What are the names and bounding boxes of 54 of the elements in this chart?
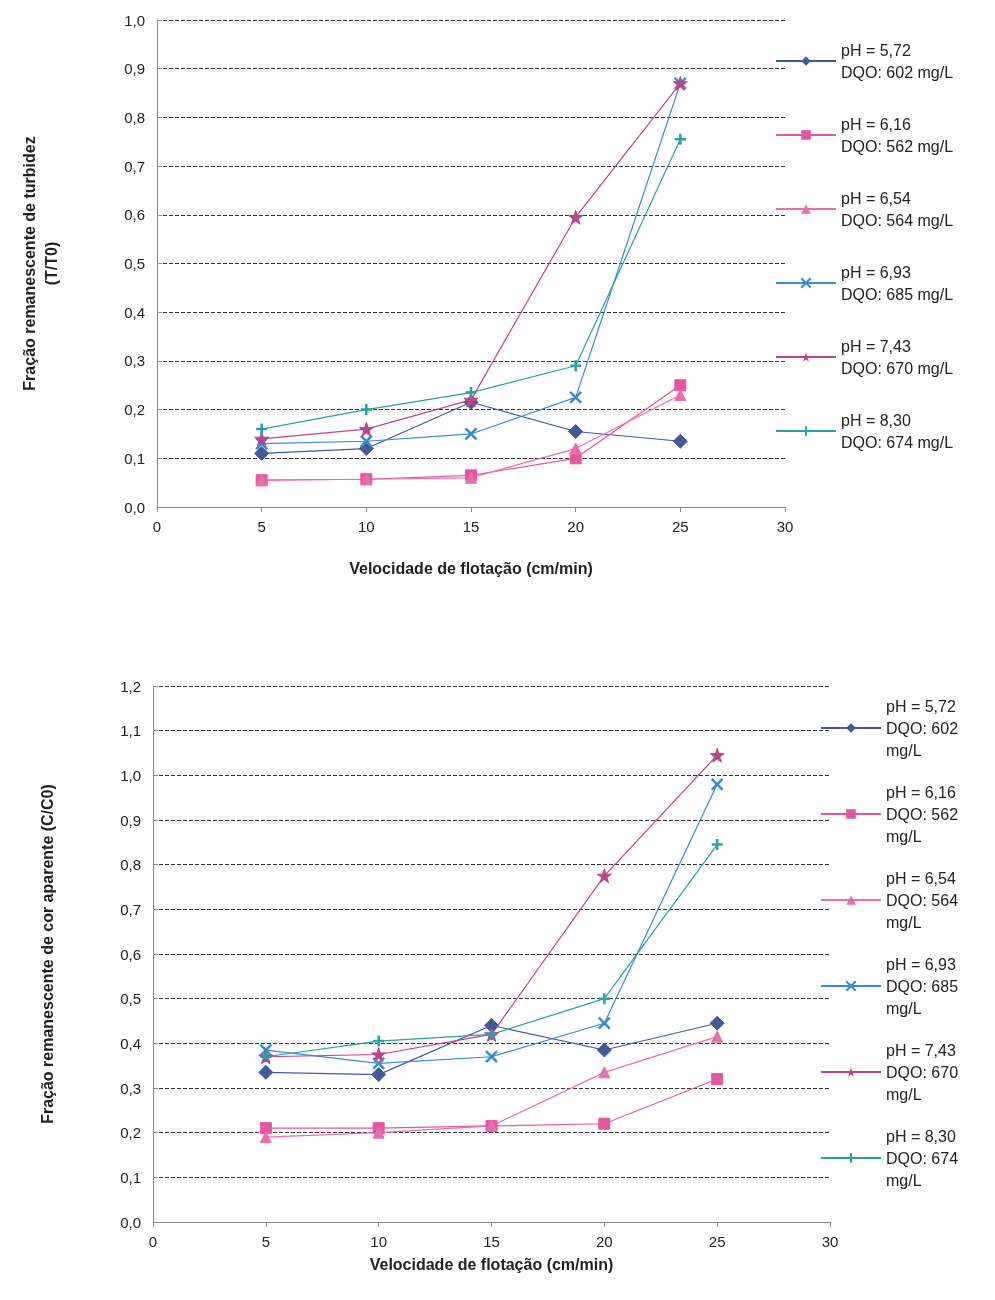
- x-tick-label: 0: [148, 1233, 158, 1250]
- legend-label: pH = 7,43 DQO: 670 mg/L: [886, 1041, 959, 1103]
- y-tick-label: 0,4: [120, 1034, 141, 1052]
- x-tick-label: 10: [370, 1233, 388, 1250]
- legend-label: pH = 7,43 DQO: 670 mg/L: [841, 337, 954, 377]
- x-tick-label: 5: [261, 1233, 271, 1250]
- x-tick-label: 10: [357, 518, 375, 535]
- y-tick-label: 1,0: [124, 11, 145, 29]
- y-tick-label: 0,2: [120, 1124, 141, 1142]
- y-tick-label: 0,9: [120, 811, 141, 829]
- y-tick-label: 0,2: [124, 401, 145, 419]
- y-tick-label: 0,8: [120, 856, 141, 874]
- y-axis-title: Fração remanescente de turbidez (T/T0): [20, 136, 60, 391]
- x-tick-label: 20: [595, 1233, 613, 1250]
- x-tick-label: 30: [821, 1233, 839, 1250]
- y-tick-label: 0,1: [124, 449, 145, 467]
- y-tick-label: 0,0: [120, 1213, 141, 1231]
- y-tick-label: 0,7: [120, 900, 141, 918]
- y-tick-label: 0,5: [124, 255, 145, 272]
- x-tick-label: 15: [462, 518, 480, 535]
- legend-label: pH = 6,16 DQO: 562 mg/L: [886, 783, 959, 845]
- x-tick-label: 15: [483, 1233, 500, 1250]
- x-axis-title: Velocidade de flotação (cm/min): [349, 559, 593, 577]
- legend-label: pH = 8,30 DQO: 674 mg/L: [886, 1127, 959, 1189]
- y-tick-label: 0,8: [124, 108, 145, 126]
- y-tick-label: 0,6: [124, 206, 145, 224]
- y-tick-label: 0,4: [124, 303, 145, 321]
- legend-label: pH = 6,93 DQO: 685 mg/L: [886, 955, 959, 1017]
- legend-label: pH = 6,16 DQO: 562 mg/L: [841, 115, 954, 155]
- y-tick-label: 1,2: [120, 677, 141, 695]
- y-tick-label: 1,1: [120, 722, 141, 740]
- x-axis-title: Velocidade de flotação (cm/min): [369, 1256, 614, 1274]
- legend-label: pH = 6,54 DQO: 564 mg/L: [886, 869, 959, 931]
- y-tick-label: 1,0: [120, 766, 141, 784]
- x-tick-label: 20: [567, 518, 585, 535]
- y-axis-title: Fração remanescente de cor aparente (C/C0): [38, 784, 56, 1124]
- legend-label: pH = 6,93 DQO: 685 mg/L: [841, 263, 954, 303]
- x-tick-label: 5: [257, 518, 266, 535]
- legend-label: pH = 5,72 DQO: 602 mg/L: [841, 41, 954, 81]
- x-tick-label: 25: [708, 1233, 726, 1250]
- y-tick-label: 0,5: [120, 990, 141, 1008]
- y-tick-label: 0,3: [120, 1079, 141, 1097]
- x-tick-label: 25: [671, 518, 689, 535]
- legend-label: pH = 5,72 DQO: 602 mg/L: [886, 697, 959, 759]
- y-tick-label: 0,9: [124, 60, 145, 78]
- x-tick-label: 30: [776, 518, 794, 535]
- y-tick-label: 0,3: [124, 352, 145, 370]
- y-tick-label: 0,6: [120, 945, 141, 963]
- x-tick-label: 0: [152, 518, 162, 535]
- y-tick-label: 0,7: [124, 157, 145, 175]
- y-tick-label: 0,1: [120, 1168, 141, 1186]
- legend-label: pH = 8,30 DQO: 674 mg/L: [841, 411, 954, 451]
- y-tick-label: 0,0: [124, 498, 145, 516]
- legend-label: pH = 6,54 DQO: 564 mg/L: [841, 189, 954, 229]
